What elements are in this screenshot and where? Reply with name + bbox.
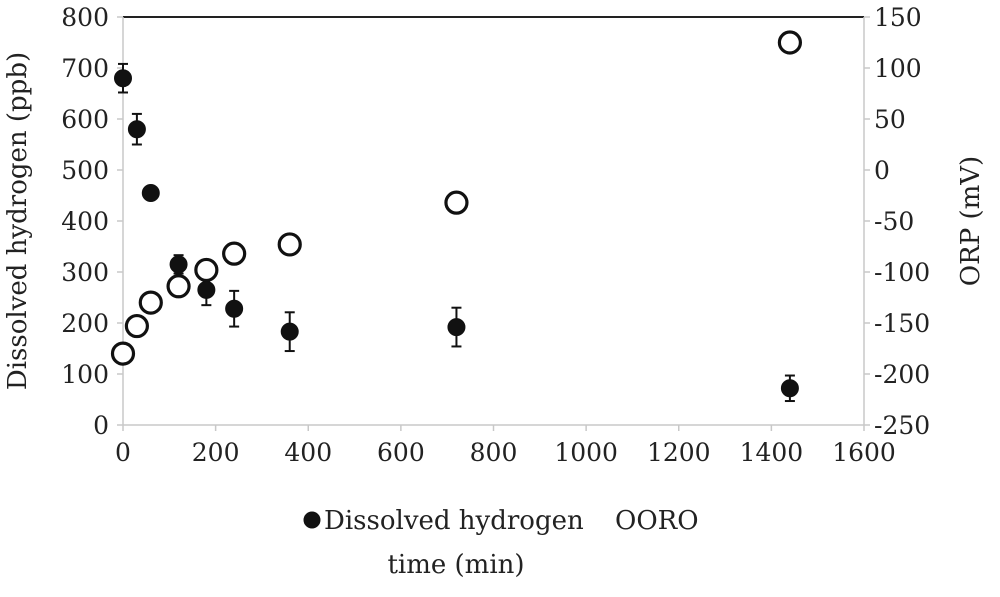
legend-label-orp: OORO bbox=[615, 506, 699, 536]
y-right-tick-label: 100 bbox=[874, 54, 922, 83]
legend-label-dissolved-hydrogen: Dissolved hydrogen bbox=[324, 506, 584, 536]
data-point-orp bbox=[777, 30, 803, 55]
data-point-orp bbox=[124, 313, 149, 339]
data-point-orp bbox=[166, 274, 191, 299]
x-tick-label: 800 bbox=[470, 438, 518, 467]
y-left-tick-label: 500 bbox=[61, 156, 109, 185]
y-right-tick-label: 0 bbox=[874, 156, 890, 185]
y-left-tick-label: 200 bbox=[61, 309, 109, 338]
y-left-tick-label: 0 bbox=[93, 411, 109, 440]
legend-marker-dissolved-hydrogen bbox=[303, 511, 321, 529]
data-point-dissolved-hydrogen bbox=[197, 280, 216, 299]
y-left-tick-label: 700 bbox=[61, 54, 109, 83]
y-right-tick-label: 150 bbox=[874, 3, 922, 32]
data-point-orp bbox=[277, 232, 302, 257]
data-marks bbox=[110, 30, 803, 403]
data-point-orp bbox=[444, 190, 469, 215]
x-tick-label: 1200 bbox=[647, 438, 711, 467]
data-point-dissolved-hydrogen bbox=[141, 183, 160, 202]
x-tick-label: 1400 bbox=[740, 438, 804, 467]
data-point-orp bbox=[194, 257, 219, 283]
legend: Dissolved hydrogen OORO bbox=[303, 506, 699, 536]
y-left-tick-label: 100 bbox=[61, 360, 109, 389]
data-point-dissolved-hydrogen bbox=[447, 318, 466, 337]
x-tick-label: 0 bbox=[115, 438, 131, 467]
x-tick-label: 1000 bbox=[554, 438, 618, 467]
x-tick-label: 600 bbox=[377, 438, 425, 467]
data-point-dissolved-hydrogen bbox=[127, 120, 146, 139]
data-point-orp bbox=[138, 290, 163, 315]
y-right-tick-label: -250 bbox=[874, 411, 930, 440]
data-point-orp bbox=[110, 341, 136, 366]
y-right-tick-label: 50 bbox=[874, 105, 906, 134]
data-point-orp bbox=[222, 241, 247, 266]
y-right-tick-label: -150 bbox=[874, 309, 930, 338]
y-left-tick-label: 800 bbox=[61, 3, 109, 32]
axes bbox=[117, 16, 870, 431]
y-left-tick-label: 300 bbox=[61, 258, 109, 287]
data-point-dissolved-hydrogen bbox=[225, 299, 244, 318]
y-left-tick-label: 600 bbox=[61, 105, 109, 134]
data-point-dissolved-hydrogen bbox=[114, 69, 132, 88]
tick-labels: 0 200 400 600 800 1000 1200 1400 160001002003004… bbox=[61, 3, 930, 467]
y-axis-right-title: ORP (mV) bbox=[956, 156, 986, 286]
x-axis-title: time (min) bbox=[387, 550, 524, 580]
y-right-tick-label: -50 bbox=[874, 207, 914, 236]
data-point-dissolved-hydrogen bbox=[780, 379, 799, 398]
y-left-tick-label: 400 bbox=[61, 207, 109, 236]
x-tick-label: 1600 bbox=[832, 438, 896, 467]
y-right-tick-label: -200 bbox=[874, 360, 930, 389]
data-point-dissolved-hydrogen bbox=[280, 322, 299, 341]
y-right-tick-label: -100 bbox=[874, 258, 930, 287]
y-axis-left-title: Dissolved hydrogen (ppb) bbox=[3, 52, 33, 390]
x-tick-label: 200 bbox=[192, 438, 240, 467]
x-tick-label: 400 bbox=[284, 438, 332, 467]
data-point-dissolved-hydrogen bbox=[169, 255, 188, 274]
